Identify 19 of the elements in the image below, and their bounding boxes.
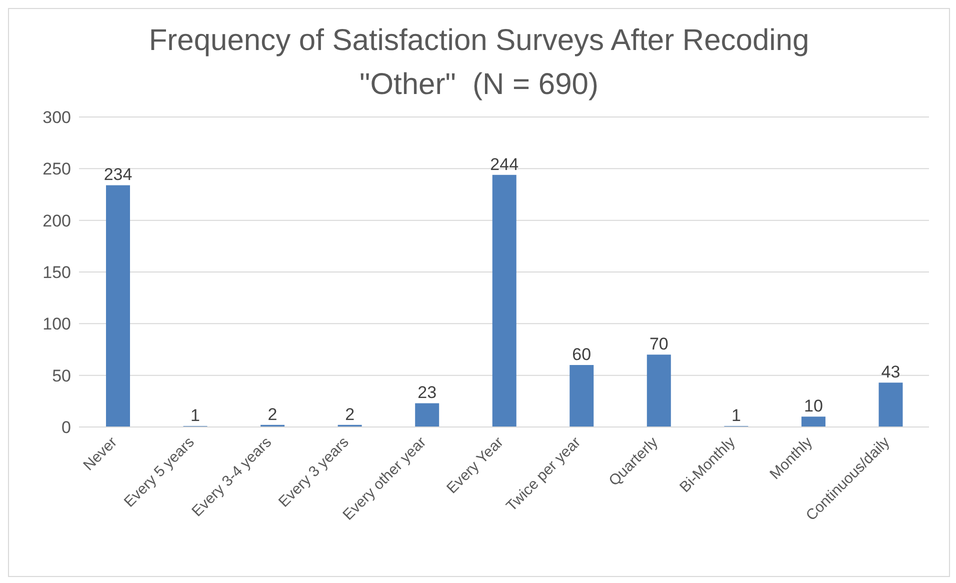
data-label: 2 (345, 404, 355, 424)
y-tick-label: 0 (62, 418, 71, 438)
data-label: 2 (268, 404, 278, 424)
data-label: 234 (104, 165, 132, 184)
y-tick-label: 300 (42, 108, 71, 128)
y-tick-label: 150 (42, 263, 71, 282)
data-label: 60 (572, 345, 592, 364)
y-tick-label: 100 (42, 314, 71, 334)
data-label: 244 (490, 154, 519, 174)
data-label: 1 (731, 406, 741, 425)
chart-title: Frequency of Satisfaction Surveys After Recoding "Other" (N = 690) (148, 23, 810, 103)
y-tick-label: 50 (52, 366, 71, 386)
y-tick-label: 200 (42, 211, 71, 230)
data-label: 23 (418, 383, 437, 402)
data-label: 70 (649, 334, 668, 354)
y-tick-label: 250 (42, 160, 71, 179)
data-label: 1 (190, 406, 200, 425)
data-label: 10 (804, 396, 823, 416)
data-label: 43 (881, 362, 900, 382)
